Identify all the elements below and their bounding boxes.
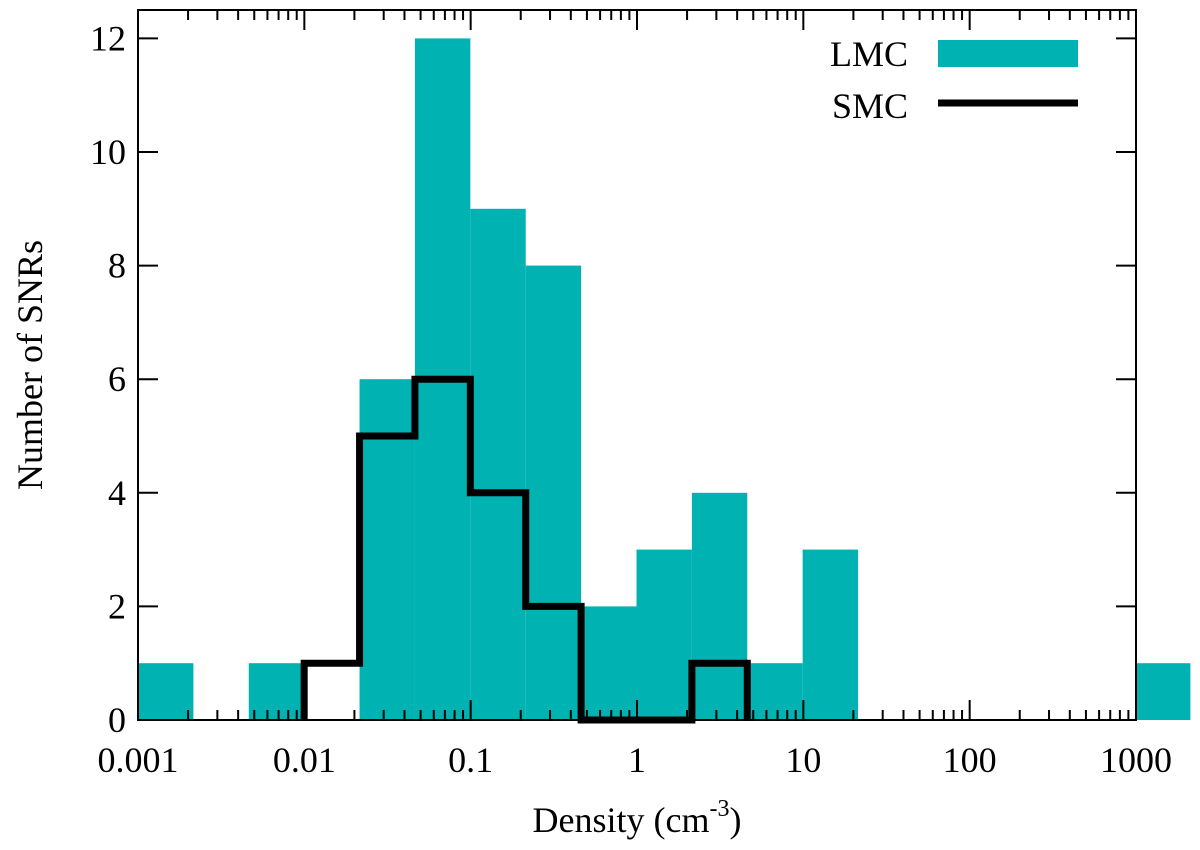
- y-tick-label: 4: [108, 473, 126, 513]
- axis-ticks: [137, 10, 1137, 721]
- x-tick-label: 1: [628, 740, 646, 780]
- lmc-bar: [248, 663, 305, 720]
- lmc-bar: [470, 208, 526, 721]
- x-tick-label: 0.01: [273, 740, 336, 780]
- legend-label-lmc: LMC: [830, 34, 908, 74]
- x-tick-label: 10: [785, 740, 821, 780]
- lmc-bar: [525, 265, 582, 720]
- x-tick-label: 1000: [1100, 740, 1172, 780]
- x-axis-label: Density (cm-3): [533, 796, 742, 840]
- x-axis-label-main: Density (cm: [533, 800, 710, 840]
- y-tick-label: 10: [90, 132, 126, 172]
- lmc-bar: [138, 663, 194, 720]
- y-axis-label: Number of SNRs: [10, 240, 50, 490]
- y-tick-label: 2: [108, 586, 126, 626]
- x-tick-label: 0.001: [98, 740, 179, 780]
- plot-frame: [137, 9, 1137, 721]
- y-tick-label: 8: [108, 246, 126, 286]
- lmc-bar: [359, 379, 415, 720]
- y-tick-label: 6: [108, 359, 126, 399]
- y-tick-label: 0: [108, 700, 126, 740]
- legend: LMC SMC: [830, 34, 1078, 126]
- tick-labels: 0.001 0.01 0.1 1 10 100 1000 0 2 4 6 8 10 12: [90, 18, 1172, 780]
- x-axis-label-close: ): [729, 800, 741, 840]
- smc-series: [300, 375, 751, 724]
- lmc-series: [138, 38, 1191, 721]
- y-tick-label: 12: [90, 18, 126, 58]
- lmc-bar: [636, 549, 692, 720]
- legend-label-smc: SMC: [832, 86, 908, 126]
- legend-swatch-lmc: [938, 40, 1078, 67]
- smc-step-line: [300, 375, 751, 724]
- lmc-bar: [802, 549, 859, 720]
- x-tick-label: 100: [943, 740, 997, 780]
- lmc-bar: [691, 492, 748, 720]
- x-tick-label: 0.1: [448, 740, 493, 780]
- lmc-bar: [1135, 663, 1191, 720]
- lmc-bar: [581, 606, 637, 720]
- x-axis-label-superscript: -3: [709, 796, 729, 822]
- lmc-bar: [747, 663, 803, 720]
